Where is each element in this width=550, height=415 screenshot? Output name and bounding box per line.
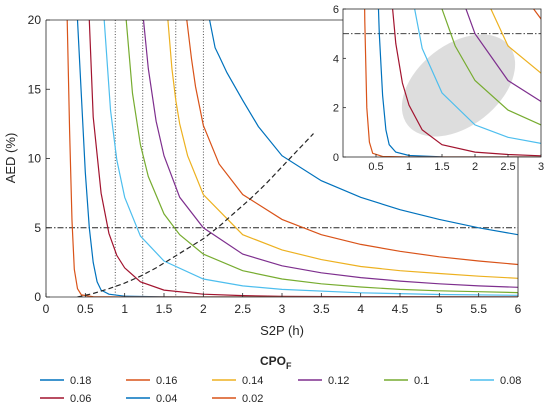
- y-axis-title: AED (%): [3, 133, 18, 184]
- main-y-tick-label: 10: [28, 152, 42, 166]
- inset-curve-cpo-0.06: [392, 9, 541, 157]
- inset-curve-cpo-0.1: [441, 9, 541, 126]
- main-y-ticks: 0 5 10 15 20: [28, 13, 50, 304]
- inset-plot: 0.5 1 1.5 2 2.5 3 0 2 4 6: [333, 4, 544, 173]
- inset-y-ticks: 0 2 4 6: [333, 4, 346, 164]
- inset-y-tick-label: 0: [333, 152, 339, 164]
- main-x-tick-label: 1: [121, 302, 128, 316]
- legend-label-0.04: 0.04: [156, 393, 177, 405]
- inset-curve-cpo-0.02: [364, 9, 541, 157]
- main-x-tick-label: 3.5: [313, 302, 330, 316]
- legend-title-subscript: F: [286, 361, 292, 371]
- legend-label-0.16: 0.16: [156, 375, 177, 387]
- inset-curve-cpo-0.14: [490, 9, 541, 74]
- inset-x-tick-label: 2.5: [500, 161, 515, 173]
- inset-x-tick-label: 3: [538, 161, 544, 173]
- curve-cpo-0.1: [125, 20, 518, 294]
- inset-curve-cpo-0.08: [414, 9, 541, 145]
- inset-x-tick-label: 1.5: [434, 161, 449, 173]
- legend-label-0.14: 0.14: [242, 375, 263, 387]
- main-x-tick-label: 4: [357, 302, 364, 316]
- curve-cpo-0.18: [209, 20, 518, 236]
- main-x-tick-label: 2.5: [234, 302, 251, 316]
- curve-cpo-0.06: [88, 20, 518, 297]
- main-x-tick-label: 5: [436, 302, 443, 316]
- main-x-ticks: 0 0.5 1 1.5 2 2.5 3 3.5 4 4.5 5 5.5 6: [43, 293, 522, 316]
- main-x-tick-label: 2: [200, 302, 207, 316]
- inset-y-tick-label: 6: [333, 4, 339, 16]
- main-x-tick-label: 5.5: [470, 302, 487, 316]
- legend-label-0.08: 0.08: [500, 375, 521, 387]
- main-y-tick-label: 5: [34, 221, 41, 235]
- main-x-tick-label: 6: [515, 302, 522, 316]
- legend-label-0.06: 0.06: [70, 393, 91, 405]
- main-y-tick-label: 20: [28, 13, 42, 27]
- main-y-tick-label: 15: [28, 82, 42, 96]
- main-x-tick-label: 0: [43, 302, 50, 316]
- main-reference-lines: [46, 20, 518, 297]
- inset-x-tick-label: 0.5: [368, 161, 383, 173]
- legend-entries: 0.18 0.16 0.14 0.12 0.1 0.08 0.06 0.04 0.02: [40, 375, 521, 405]
- legend: CPOF 0.18 0.16 0.14 0.12 0.1 0.08 0.06 0.04 0.02: [40, 354, 521, 405]
- inset-curve-cpo-0.12: [465, 9, 541, 103]
- curve-cpo-0.02: [66, 20, 518, 297]
- main-curves: [66, 20, 518, 297]
- main-x-tick-label: 4.5: [392, 302, 409, 316]
- legend-label-0.02: 0.02: [242, 393, 263, 405]
- dashed-envelope-curve: [77, 133, 314, 297]
- main-x-tick-label: 0.5: [77, 302, 94, 316]
- legend-title-main: CPO: [260, 354, 286, 368]
- curve-cpo-0.14: [167, 20, 518, 279]
- main-x-tick-label: 3: [279, 302, 286, 316]
- inset-y-tick-label: 2: [333, 103, 339, 115]
- inset-x-tick-label: 2: [472, 161, 478, 173]
- curve-cpo-0.12: [142, 20, 518, 288]
- main-x-tick-label: 1.5: [156, 302, 173, 316]
- curve-cpo-0.16: [186, 20, 518, 266]
- main-y-tick-label: 0: [34, 290, 41, 304]
- curve-cpo-0.08: [103, 20, 518, 296]
- inset-x-ticks: 0.5 1 1.5 2 2.5 3: [368, 154, 544, 173]
- x-axis-title: S2P (h): [260, 323, 304, 338]
- legend-label-0.12: 0.12: [328, 375, 349, 387]
- legend-label-0.18: 0.18: [70, 375, 91, 387]
- legend-title: CPOF: [260, 354, 292, 371]
- inset-y-tick-label: 4: [333, 53, 339, 65]
- inset-highlight-ellipse: [401, 34, 516, 137]
- legend-label-0.1: 0.1: [414, 375, 429, 387]
- inset-x-tick-label: 1: [406, 161, 412, 173]
